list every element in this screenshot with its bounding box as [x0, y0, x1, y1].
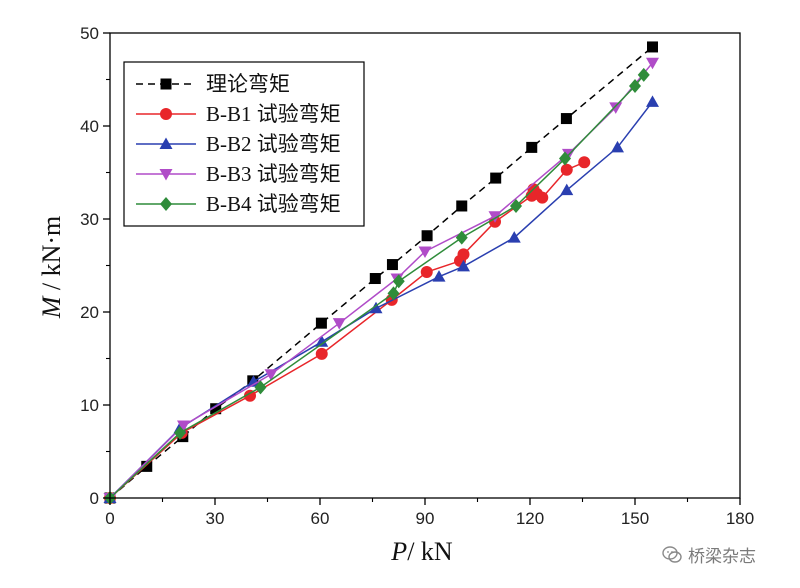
- y-tick-label: 50: [80, 24, 99, 43]
- data-point: [247, 375, 260, 387]
- data-point: [646, 57, 659, 70]
- data-point: [315, 317, 327, 329]
- data-point: [177, 420, 190, 432]
- data-point: [315, 347, 328, 360]
- data-point: [141, 460, 153, 472]
- x-axis-variable: P: [390, 537, 407, 566]
- wechat-icon: [662, 545, 682, 563]
- data-point: [421, 230, 433, 242]
- legend-entry-1: 理论弯矩: [136, 72, 290, 96]
- data-point: [629, 79, 641, 94]
- x-tick-label: 0: [105, 509, 114, 528]
- legend-label: B-B1 试验弯矩: [206, 102, 341, 126]
- data-point: [174, 425, 186, 440]
- data-point: [244, 389, 256, 402]
- data-point: [646, 95, 659, 107]
- data-point: [418, 246, 432, 259]
- x-tick-label: 30: [206, 509, 225, 528]
- data-point: [264, 369, 278, 381]
- legend-marker: [159, 137, 173, 149]
- series-5: [104, 67, 650, 505]
- data-point: [560, 113, 572, 125]
- y-axis-title: M / kN·m: [37, 216, 66, 320]
- data-point: [611, 140, 624, 153]
- legend-entry-2: B-B1 试验弯矩: [136, 102, 341, 126]
- x-axis-title: P/ kN: [390, 537, 453, 566]
- x-tick-label: 90: [416, 509, 435, 528]
- legend-marker: [159, 169, 173, 181]
- data-point: [510, 198, 522, 213]
- data-point: [526, 141, 538, 153]
- data-point: [369, 273, 381, 285]
- axes-layer: 0 30 60 90 120 150 180 0 10 20 30 40 50: [80, 24, 754, 528]
- data-point: [559, 151, 571, 166]
- legend-marker: [160, 108, 172, 120]
- legend-label: B-B3 试验弯矩: [206, 162, 341, 186]
- y-tick-label: 10: [80, 396, 99, 415]
- y-axis-variable: M: [37, 295, 66, 319]
- data-point: [392, 274, 405, 289]
- legend-label: B-B4 试验弯矩: [206, 192, 341, 216]
- watermark: 桥梁杂志: [662, 542, 756, 567]
- data-point: [432, 270, 446, 282]
- legend-entry-4: B-B3 试验弯矩: [136, 162, 341, 186]
- x-axis-unit: / kN: [407, 537, 453, 566]
- data-point: [609, 102, 623, 114]
- series-line: [109, 74, 645, 499]
- x-tick-label: 120: [516, 509, 544, 528]
- x-tick-label: 60: [311, 509, 330, 528]
- watermark-text: 桥梁杂志: [688, 547, 756, 567]
- data-point: [637, 67, 650, 82]
- data-point: [387, 286, 400, 301]
- data-point: [647, 41, 658, 53]
- data-point: [560, 163, 573, 176]
- data-point: [210, 403, 222, 415]
- legend-entry-5: B-B4 试验弯矩: [136, 192, 341, 216]
- x-tick-label: 180: [726, 509, 754, 528]
- data-point: [536, 191, 549, 204]
- data-point: [457, 248, 470, 261]
- data-point: [455, 230, 468, 245]
- data-point: [315, 335, 329, 347]
- data-point: [386, 259, 398, 271]
- x-tick-label: 150: [621, 509, 649, 528]
- y-tick-label: 40: [80, 117, 99, 136]
- series-layer: [103, 41, 659, 505]
- data-point: [560, 183, 574, 196]
- legend-label: B-B2 试验弯矩: [206, 132, 341, 156]
- legend-label: 理论弯矩: [206, 72, 290, 96]
- data-point: [488, 211, 502, 223]
- data-point: [254, 380, 267, 395]
- data-point: [420, 266, 433, 279]
- legend-marker: [160, 197, 172, 211]
- legend-marker: [160, 78, 172, 90]
- data-point: [507, 231, 521, 243]
- data-point: [457, 259, 470, 272]
- data-point: [490, 172, 502, 184]
- y-axis-unit: / kN·m: [37, 216, 66, 297]
- y-tick-label: 30: [80, 210, 99, 229]
- y-tick-label: 0: [90, 489, 99, 508]
- data-point: [332, 318, 346, 330]
- data-point: [578, 156, 591, 169]
- legend-entry-3: B-B2 试验弯矩: [136, 132, 341, 156]
- data-point: [456, 200, 468, 212]
- data-point: [369, 301, 383, 314]
- y-tick-label: 20: [80, 303, 99, 322]
- legend: 理论弯矩 B-B1 试验弯矩 B-B2 试验弯矩 B-B3 试验弯矩 B-B4 试验弯矩: [123, 61, 365, 227]
